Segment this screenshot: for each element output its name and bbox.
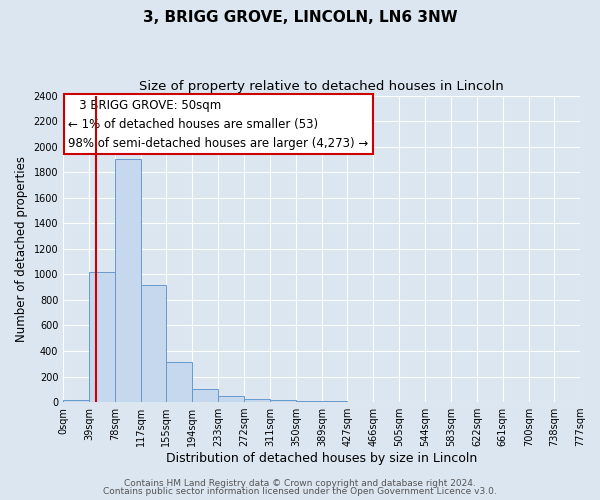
Text: Contains HM Land Registry data © Crown copyright and database right 2024.: Contains HM Land Registry data © Crown c… bbox=[124, 478, 476, 488]
Text: Contains public sector information licensed under the Open Government Licence v3: Contains public sector information licen… bbox=[103, 487, 497, 496]
Bar bbox=[63, 400, 89, 402]
Bar bbox=[296, 400, 322, 402]
Bar bbox=[322, 401, 347, 402]
Text: 3, BRIGG GROVE, LINCOLN, LN6 3NW: 3, BRIGG GROVE, LINCOLN, LN6 3NW bbox=[143, 10, 457, 25]
Bar bbox=[166, 362, 192, 402]
Text: 3 BRIGG GROVE: 50sqm
← 1% of detached houses are smaller (53)
98% of semi-detach: 3 BRIGG GROVE: 50sqm ← 1% of detached ho… bbox=[68, 98, 368, 150]
Bar bbox=[89, 272, 115, 402]
Bar bbox=[270, 400, 296, 402]
Title: Size of property relative to detached houses in Lincoln: Size of property relative to detached ho… bbox=[139, 80, 504, 93]
Bar bbox=[218, 396, 244, 402]
Bar bbox=[115, 160, 141, 402]
Bar bbox=[192, 388, 218, 402]
Bar bbox=[141, 284, 166, 402]
X-axis label: Distribution of detached houses by size in Lincoln: Distribution of detached houses by size … bbox=[166, 452, 477, 465]
Bar bbox=[244, 398, 270, 402]
Y-axis label: Number of detached properties: Number of detached properties bbox=[15, 156, 28, 342]
